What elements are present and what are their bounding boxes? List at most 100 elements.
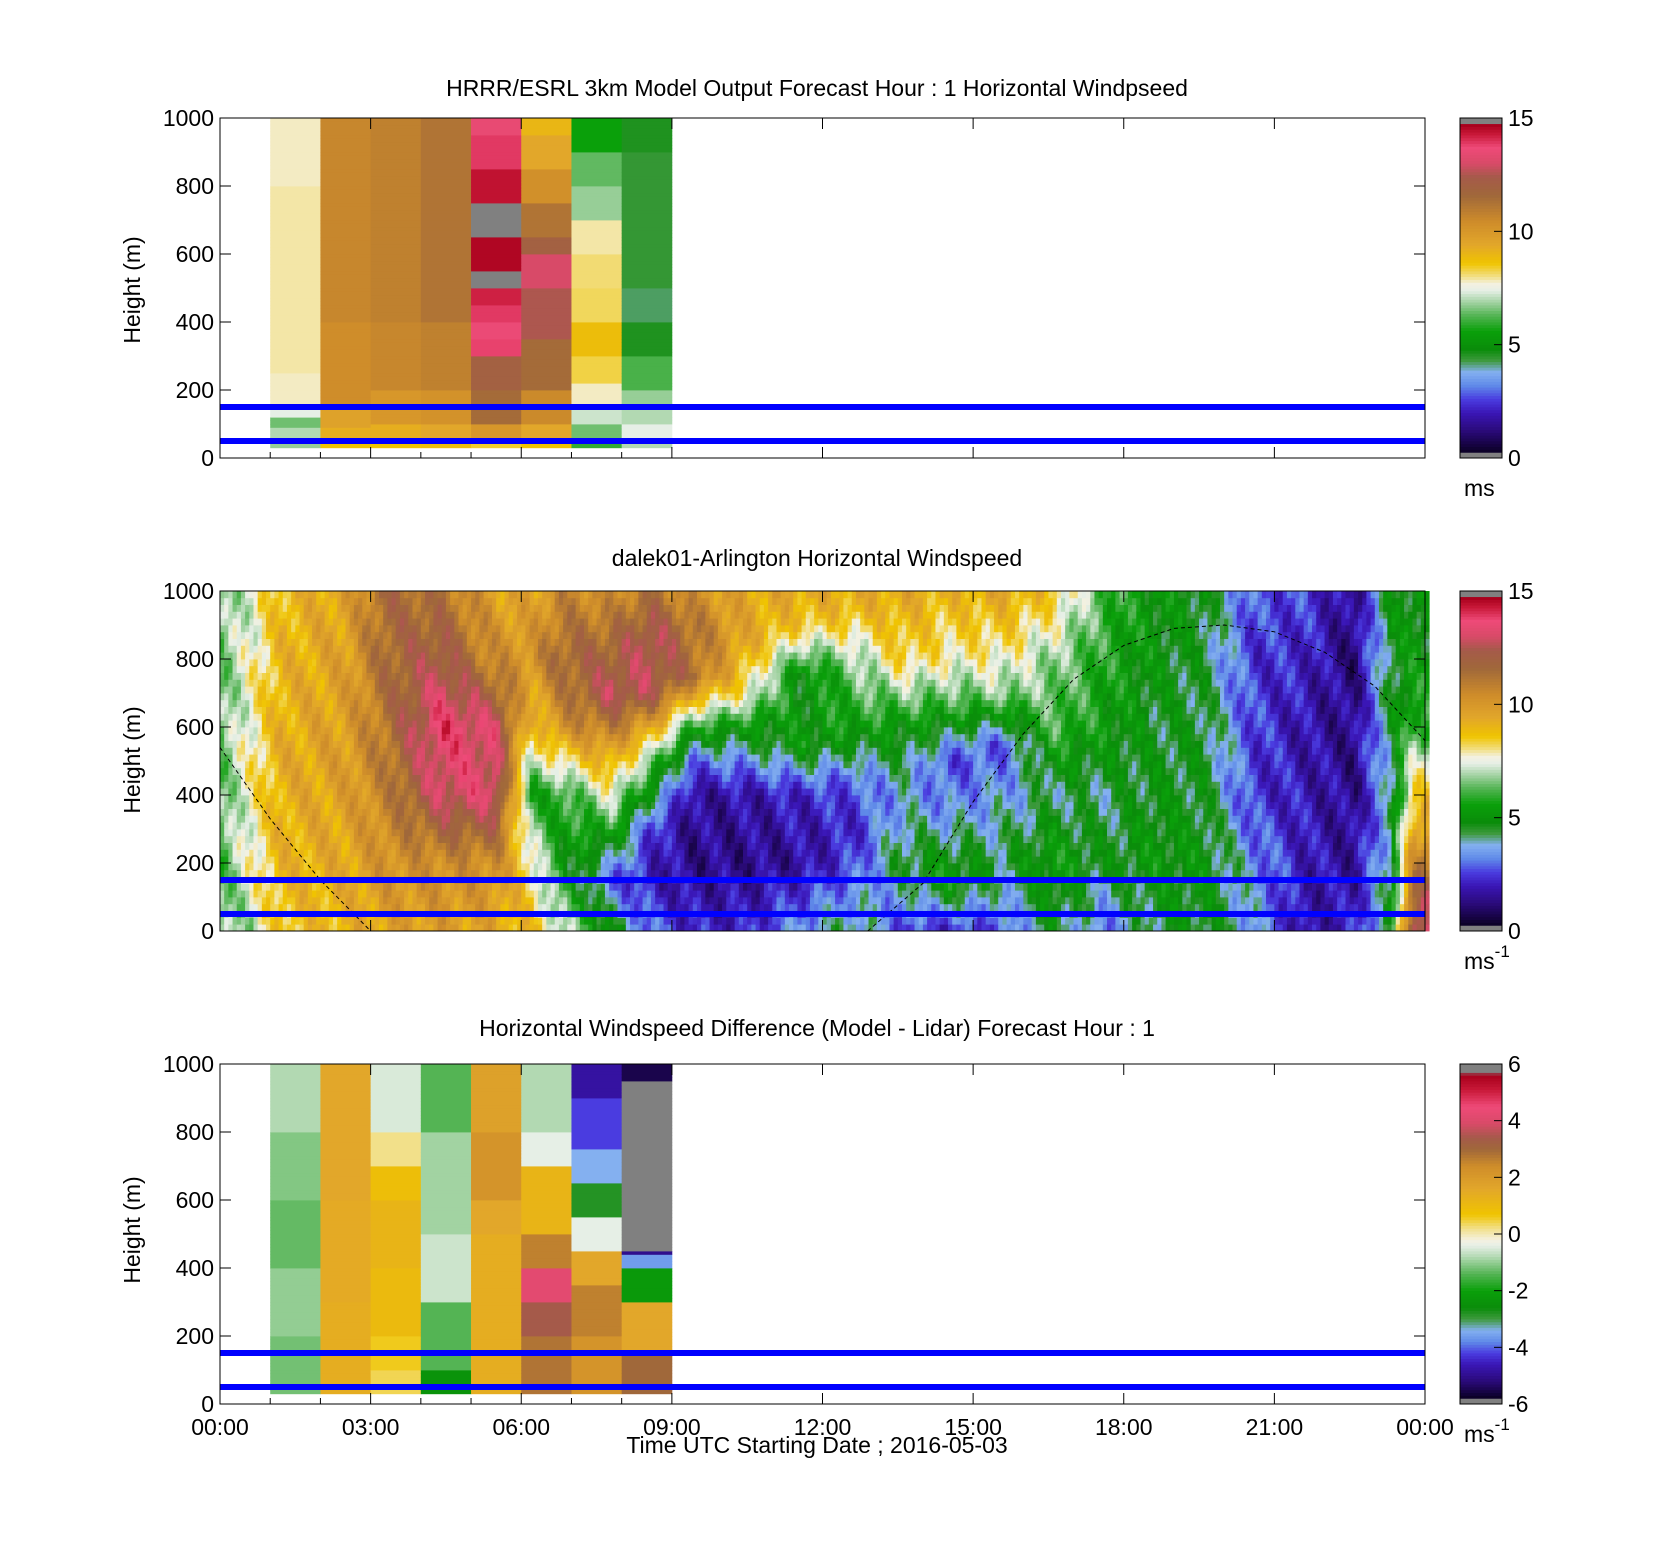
heatmap-cell (332, 835, 338, 843)
heatmap-cell (303, 727, 309, 735)
heatmap-cell (270, 652, 275, 660)
heatmap-cell (512, 679, 518, 687)
heatmap-cell (378, 611, 384, 619)
heatmap-cell (291, 822, 296, 830)
heatmap-cell (353, 903, 359, 911)
colorbar-segment (1460, 302, 1502, 306)
heatmap-cell (483, 720, 489, 728)
heatmap-cell (512, 733, 518, 741)
heatmap-cell (433, 788, 438, 796)
heatmap-cell (282, 733, 288, 741)
heatmap-cell (537, 706, 543, 714)
heatmap-cell (374, 754, 380, 762)
heatmap-cell (270, 427, 321, 432)
heatmap-cell (571, 284, 623, 289)
heatmap-cell (475, 706, 480, 714)
colorbar-segment (1460, 137, 1502, 142)
heatmap-cell (504, 631, 510, 639)
heatmap-cell (441, 856, 447, 864)
heatmap-cell (328, 604, 334, 612)
heatmap-cell (399, 754, 405, 762)
heatmap-cell (240, 829, 246, 837)
heatmap-cell (387, 795, 392, 803)
heatmap-cell (433, 693, 438, 701)
heatmap-cell (353, 781, 359, 789)
heatmap-cell (245, 856, 250, 864)
heatmap-cell (266, 856, 271, 864)
heatmap-cell (517, 740, 522, 748)
heatmap-cell (399, 829, 405, 837)
heatmap-cell (232, 652, 238, 660)
heatmap-cell (362, 903, 367, 911)
heatmap-cell (257, 591, 263, 599)
heatmap-cell (245, 679, 250, 687)
heatmap-cell (483, 733, 489, 741)
heatmap-cell (320, 335, 372, 340)
heatmap-cell (395, 761, 401, 769)
heatmap-cell (537, 693, 543, 701)
heatmap-cell (404, 597, 409, 605)
heatmap-cell (362, 849, 367, 857)
heatmap-cell (324, 713, 330, 721)
heatmap-cell (370, 376, 422, 381)
heatmap-cell (445, 890, 451, 898)
heatmap-cell (529, 815, 535, 823)
heatmap-cell (257, 672, 263, 680)
heatmap-cell (232, 727, 238, 735)
heatmap-cell (370, 686, 376, 694)
heatmap-cell (471, 182, 522, 187)
heatmap-cell (546, 795, 551, 803)
heatmap-cell (621, 148, 673, 153)
heatmap-cell (462, 869, 468, 877)
heatmap-cell (324, 897, 330, 905)
heatmap-cell (479, 631, 484, 639)
heatmap-cell (366, 740, 372, 748)
heatmap-cell (232, 897, 238, 905)
heatmap-cell (571, 182, 623, 187)
heatmap-cell (491, 761, 497, 769)
heatmap-cell (425, 740, 430, 748)
heatmap-cell (324, 795, 330, 803)
heatmap-cell (487, 781, 493, 789)
heatmap-cell (462, 829, 468, 837)
heatmap-cell (341, 686, 346, 694)
heatmap-cell (475, 897, 480, 905)
heatmap-cell (341, 679, 346, 687)
heatmap-cell (487, 652, 493, 660)
heatmap-cell (220, 924, 225, 932)
heatmap-cell (412, 801, 418, 809)
heatmap-cell (349, 597, 355, 605)
heatmap-cell (366, 591, 372, 599)
heatmap-cell (220, 897, 225, 905)
heatmap-cell (266, 645, 271, 653)
heatmap-cell (445, 693, 451, 701)
heatmap-cell (374, 774, 380, 782)
heatmap-cell (316, 849, 321, 857)
lidar-profile (399, 591, 405, 932)
heatmap-cell (295, 720, 300, 728)
heatmap-cell (328, 890, 334, 898)
heatmap-cell (374, 740, 380, 748)
heatmap-cell (240, 706, 246, 714)
heatmap-cell (500, 835, 505, 843)
heatmap-cell (291, 761, 296, 769)
heatmap-cell (261, 631, 267, 639)
heatmap-cell (441, 808, 447, 816)
heatmap-cell (546, 897, 551, 905)
heatmap-cell (274, 631, 279, 639)
heatmap-cell (374, 591, 380, 599)
heatmap-cell (236, 835, 242, 843)
heatmap-cell (508, 727, 514, 735)
heatmap-cell (236, 863, 242, 871)
heatmap-cell (378, 672, 384, 680)
heatmap-cell (282, 863, 288, 871)
heatmap-cell (370, 747, 376, 755)
heatmap-cell (420, 216, 472, 221)
heatmap-cell (466, 822, 472, 830)
heatmap-cell (270, 335, 321, 340)
heatmap-cell (466, 727, 472, 735)
heatmap-cell (278, 924, 284, 932)
heatmap-cell (299, 665, 305, 673)
heatmap-cell (303, 638, 309, 646)
heatmap-cell (487, 625, 493, 633)
